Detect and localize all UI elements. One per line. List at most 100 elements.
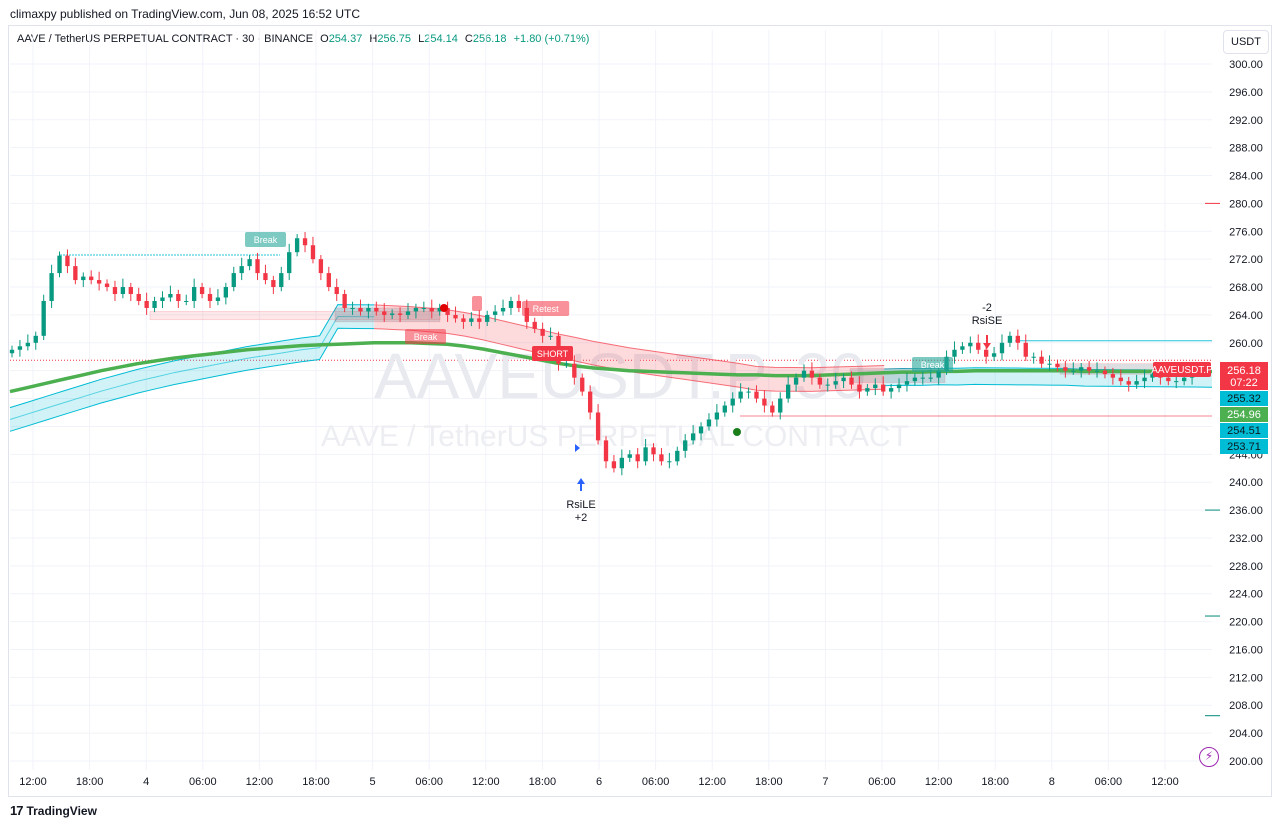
candle-body (1023, 342, 1028, 357)
play-marker-icon (575, 444, 580, 452)
candle-body (1047, 363, 1052, 365)
y-tick-label: 228.00 (1229, 561, 1263, 573)
countdown-value: 07:22 (1230, 377, 1258, 389)
chart-frame (8, 25, 1272, 797)
candle-body (9, 349, 15, 354)
y-tick-label: 300.00 (1229, 59, 1263, 71)
open-label: O (320, 33, 329, 45)
break-tag (245, 232, 286, 247)
candle-body (128, 287, 133, 295)
candle-body (500, 307, 506, 312)
candle-body (397, 313, 403, 315)
candle-body (263, 273, 268, 281)
rsise-label: RsiSE (972, 315, 1003, 327)
brand-name: TradingView (26, 803, 97, 818)
candle-body (548, 335, 553, 337)
candle-body (572, 363, 577, 378)
y-tick-label: 208.00 (1229, 700, 1263, 712)
candle-body (461, 318, 466, 322)
candle-body (619, 457, 625, 469)
candle-body (73, 266, 78, 281)
currency-button[interactable]: USDT (1223, 30, 1269, 54)
candle-body (667, 461, 672, 463)
x-tick-label: 06:00 (868, 776, 896, 788)
candle-body (199, 287, 205, 295)
y-tick-label: 212.00 (1229, 672, 1263, 684)
lightning-icon[interactable]: ⚡ (1199, 747, 1219, 767)
candle-body (350, 307, 355, 309)
break-tag (912, 357, 953, 372)
y-tick-label: 236.00 (1229, 505, 1263, 517)
close-label: C (464, 33, 473, 45)
x-tick-label: 12:00 (19, 776, 47, 788)
candle-body (445, 307, 450, 315)
candle-body (492, 311, 498, 315)
retest-tag (522, 301, 570, 316)
candle-body (508, 300, 514, 308)
candle-body (1102, 370, 1108, 375)
break-tag-label: Break (254, 235, 278, 245)
symbol-tag (1153, 362, 1211, 377)
candle-body (279, 273, 284, 288)
candle-body (793, 377, 799, 385)
candle-body (912, 377, 918, 382)
candle-body (57, 255, 62, 274)
candle-body (207, 294, 213, 301)
x-tick-label: 06:00 (189, 776, 217, 788)
candle-body (595, 412, 601, 441)
x-tick-label: 12:00 (925, 776, 953, 788)
x-tick-label: 12:00 (698, 776, 726, 788)
rsile-qty: +2 (575, 512, 588, 524)
candle-body (968, 342, 973, 347)
candle-body (223, 287, 229, 298)
candle-body (1039, 356, 1044, 364)
price-axis[interactable]: 300.00 296.00 292.00 288.00 284.00 280.00 276.… (1229, 59, 1263, 768)
price-tag (1220, 439, 1268, 454)
band-cyan-fill (10, 304, 375, 432)
candle-body (635, 454, 640, 462)
red-dot (440, 304, 448, 312)
candle-body (287, 252, 292, 274)
symbol-legend: AAVE / TetherUS PERPETUAL CONTRACT · 30 … (17, 33, 589, 45)
candle-body (865, 388, 870, 392)
x-tick-label: 06:00 (642, 776, 670, 788)
candle-body (1134, 381, 1139, 385)
green-dot (733, 428, 741, 436)
candle-body (374, 307, 379, 312)
candle-body (999, 342, 1005, 354)
close-value: 256.18 (472, 33, 507, 45)
x-tick-label: 7 (822, 776, 828, 788)
candles (9, 231, 1203, 476)
candle-body (326, 273, 331, 288)
y-tick-label: 264.00 (1229, 310, 1263, 322)
candle-body (469, 318, 474, 322)
candle-body (453, 314, 458, 319)
candle-body (675, 450, 680, 462)
candle-body (413, 307, 419, 312)
y-tick-label: 220.00 (1229, 617, 1263, 629)
candle-body (104, 283, 110, 288)
high-value: 256.75 (377, 33, 412, 45)
candle-body (738, 391, 743, 399)
candle-body (231, 273, 236, 288)
candle-body (952, 349, 957, 357)
candle-body (762, 398, 767, 406)
candle-body (342, 294, 347, 308)
candle-body (881, 384, 886, 392)
candle-body (239, 266, 244, 274)
retest-tag-label: Retest (533, 304, 560, 314)
y-tick-label: 296.00 (1229, 87, 1263, 99)
time-axis[interactable]: 12:00 18:00 4 06:00 12:00 18:00 5 06:00 12:00 18:… (19, 776, 1179, 788)
y-tick-label: 268.00 (1229, 282, 1263, 294)
candle-body (683, 440, 688, 451)
candle-body (746, 391, 751, 393)
candle-body (817, 377, 823, 385)
candle-body (627, 454, 632, 458)
candle-body (991, 353, 997, 357)
candle-body (1174, 381, 1179, 383)
candle-body (1079, 367, 1084, 371)
candle-body (1086, 367, 1092, 371)
price-tag (1220, 391, 1268, 406)
candle-body (437, 307, 442, 312)
